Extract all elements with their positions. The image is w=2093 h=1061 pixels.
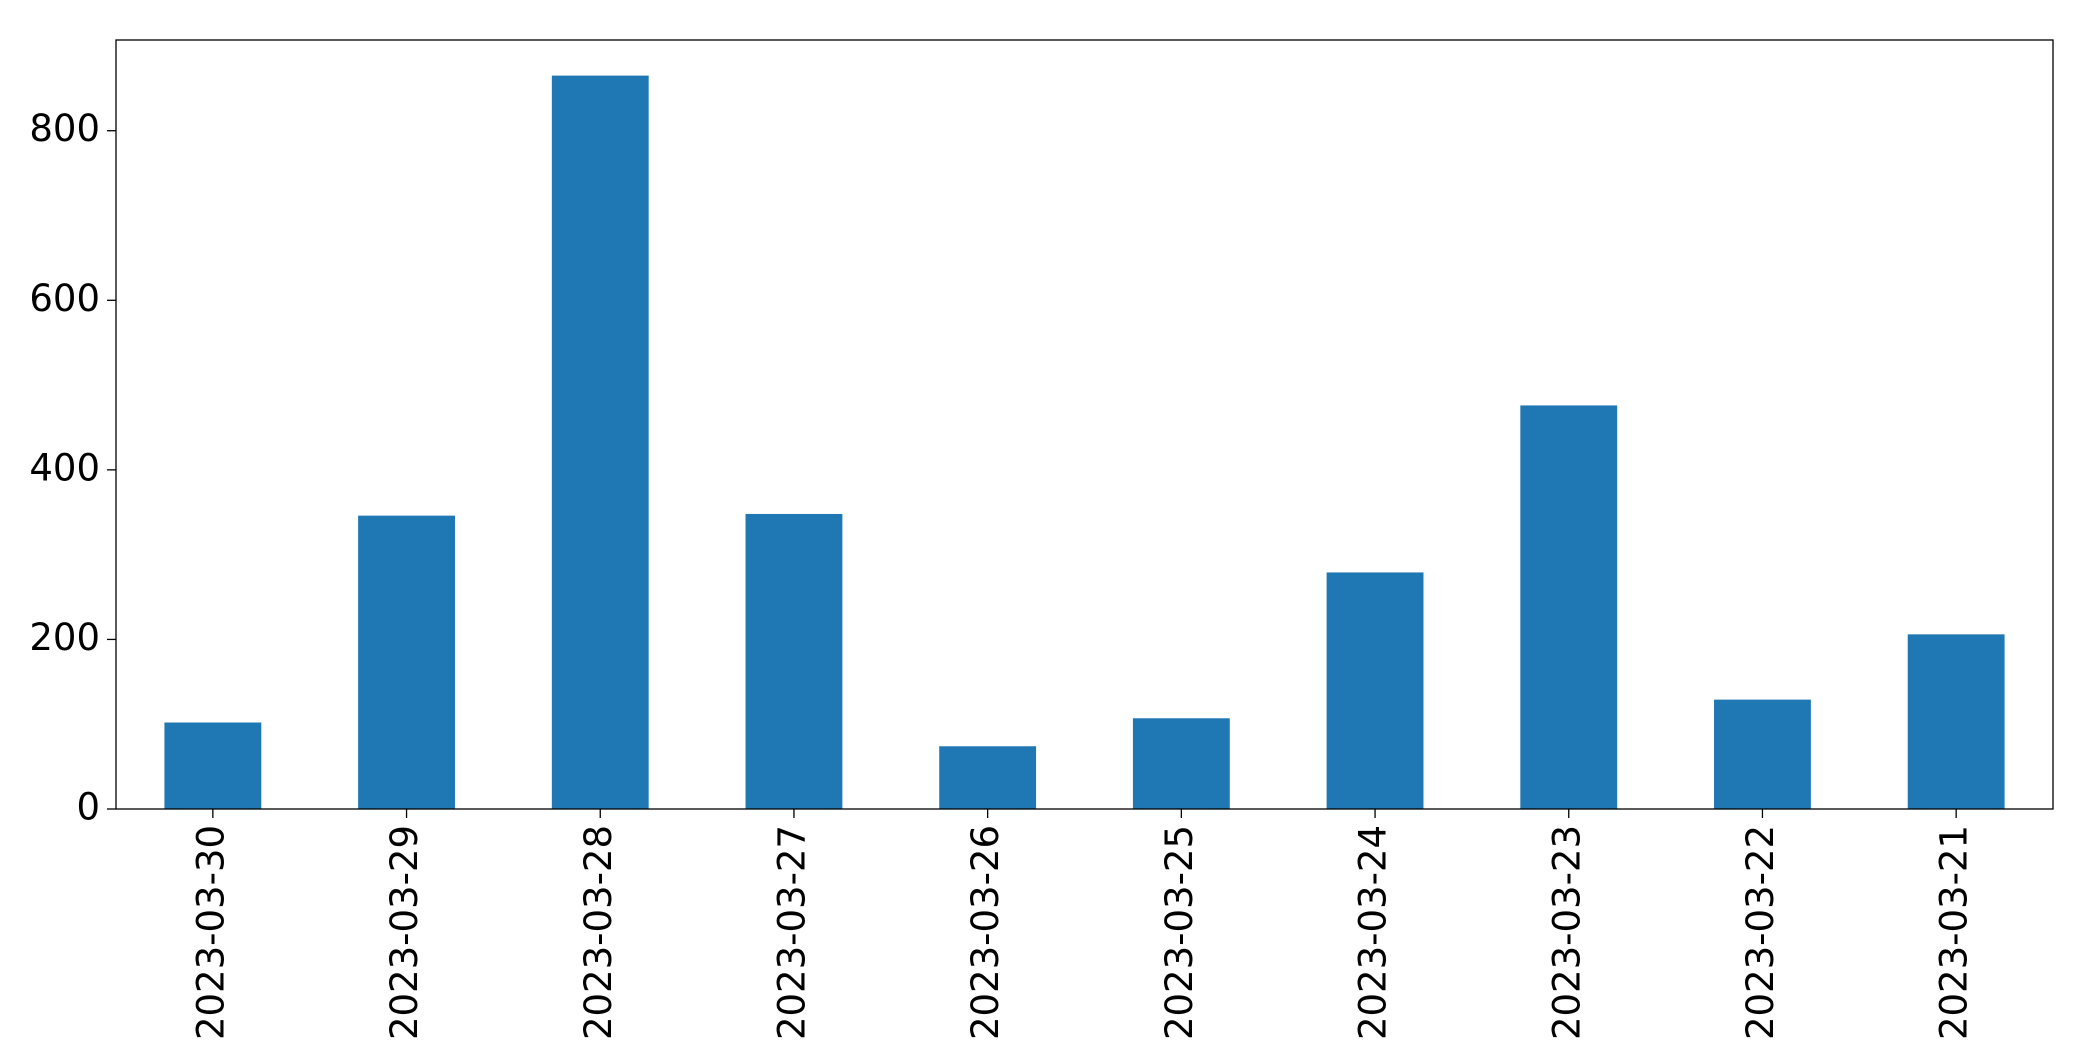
- bar: [164, 722, 262, 809]
- x-tick-label: 2023-03-27: [770, 825, 813, 1040]
- x-tick-label: 2023-03-29: [383, 825, 426, 1040]
- bar: [1326, 572, 1424, 809]
- x-tick-label: 2023-03-21: [1933, 825, 1976, 1040]
- x-tick-label: 2023-03-22: [1739, 825, 1782, 1040]
- y-tick-label: 200: [29, 616, 100, 659]
- bar: [939, 746, 1037, 809]
- x-tick-label: 2023-03-26: [964, 825, 1007, 1040]
- x-tick-label: 2023-03-25: [1158, 825, 1201, 1040]
- y-tick-label: 400: [29, 446, 100, 489]
- y-tick-label: 0: [76, 786, 100, 829]
- bar: [1520, 405, 1618, 809]
- y-tick-label: 800: [29, 107, 100, 150]
- bar: [1714, 699, 1811, 809]
- bar: [1907, 634, 2005, 809]
- plot-frame: [115, 39, 2054, 810]
- bar: [745, 513, 843, 809]
- x-tick-label: 2023-03-30: [189, 825, 232, 1040]
- x-tick-label: 2023-03-28: [577, 825, 620, 1040]
- bar: [358, 515, 455, 809]
- y-tick-label: 600: [29, 277, 100, 320]
- bar: [551, 75, 649, 810]
- x-tick-label: 2023-03-23: [1545, 825, 1588, 1040]
- x-tick-label: 2023-03-24: [1352, 825, 1395, 1040]
- bar: [1132, 718, 1230, 809]
